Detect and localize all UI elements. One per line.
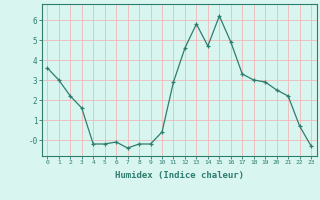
X-axis label: Humidex (Indice chaleur): Humidex (Indice chaleur) [115,171,244,180]
